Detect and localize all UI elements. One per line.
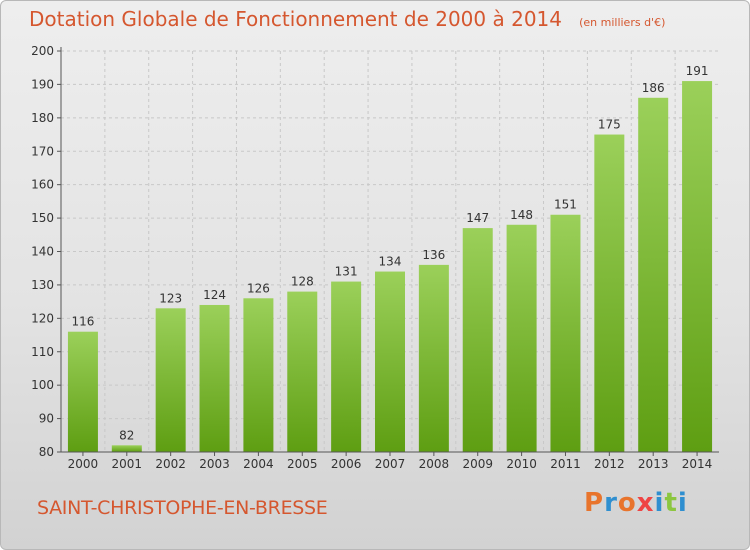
y-tick-label: 130: [31, 278, 54, 292]
x-tick-label-2000: 2000: [68, 457, 99, 471]
x-tick-label-2014: 2014: [682, 457, 713, 471]
bar-2003: [199, 304, 230, 452]
data-label-2013: 186: [642, 81, 665, 95]
axes: 80 90 100 110 120 130 140 150 160 170 180 190 200 200…: [31, 44, 719, 471]
y-tick-label: 170: [31, 144, 54, 158]
data-label-2000: 116: [71, 315, 94, 329]
x-tick-label-2007: 2007: [375, 457, 406, 471]
data-label-2005: 128: [291, 275, 314, 289]
x-tick-label-2009: 2009: [462, 457, 493, 471]
bar-2004: [243, 298, 274, 452]
proxiti-logo[interactable]: Proxiti: [584, 488, 688, 518]
bar-2005: [287, 291, 318, 452]
y-tick-label: 100: [31, 378, 54, 392]
y-tick-label: 120: [31, 311, 54, 325]
bar-2010: [506, 224, 537, 452]
x-tick-label-2005: 2005: [287, 457, 318, 471]
bar-2002: [155, 308, 186, 452]
bar-2011: [550, 214, 581, 452]
data-label-2003: 124: [203, 288, 226, 302]
data-label-2010: 148: [510, 208, 533, 222]
bar-2014: [682, 81, 713, 452]
y-tick-label: 90: [39, 412, 54, 426]
x-tick-label-2006: 2006: [331, 457, 362, 471]
data-label-2011: 151: [554, 198, 577, 212]
data-label-2006: 131: [335, 265, 358, 279]
y-tick-label: 160: [31, 178, 54, 192]
chart-title-block: Dotation Globale de Fonctionnement de 20…: [29, 7, 665, 31]
chart-title: Dotation Globale de Fonctionnement de 20…: [29, 7, 562, 31]
logo-letter: o: [617, 488, 637, 518]
logo-letter: i: [654, 488, 665, 518]
data-label-2008: 136: [422, 248, 445, 262]
bar-2013: [638, 97, 669, 453]
bar-2012: [594, 134, 625, 452]
data-label-2007: 134: [379, 255, 402, 269]
x-tick-label-2008: 2008: [419, 457, 450, 471]
logo-letter: i: [677, 488, 688, 518]
y-tick-label: 80: [39, 445, 54, 459]
data-label-2012: 175: [598, 118, 621, 132]
x-tick-label-2004: 2004: [243, 457, 274, 471]
bar-2000: [67, 331, 98, 452]
y-tick-label: 150: [31, 211, 54, 225]
data-label-2001: 82: [119, 428, 134, 442]
data-label-2014: 191: [686, 64, 709, 78]
x-tick-label-2013: 2013: [638, 457, 669, 471]
x-tick-label-2003: 2003: [199, 457, 230, 471]
bar-2006: [331, 281, 362, 452]
x-tick-label-2011: 2011: [550, 457, 581, 471]
y-tick-label: 180: [31, 111, 54, 125]
y-tick-label: 110: [31, 345, 54, 359]
bar-2009: [462, 228, 493, 452]
data-label-2002: 123: [159, 291, 182, 305]
commune-name: SAINT-CHRISTOPHE-EN-BRESSE: [37, 497, 328, 519]
x-tick-label-2010: 2010: [506, 457, 537, 471]
data-label-2004: 126: [247, 281, 270, 295]
y-tick-label: 200: [31, 44, 54, 58]
chart-unit: (en milliers d'€): [579, 16, 666, 29]
logo-letter: P: [584, 488, 605, 518]
x-tick-label-2002: 2002: [155, 457, 186, 471]
bar-2007: [375, 271, 405, 452]
bar-2001: [111, 445, 142, 452]
x-tick-label-2012: 2012: [594, 457, 625, 471]
x-tick-label-2001: 2001: [112, 457, 143, 471]
logo-letter: r: [604, 488, 618, 518]
logo-letter: t: [664, 488, 678, 518]
bar-2008: [418, 264, 449, 452]
data-label-2009: 147: [466, 211, 489, 225]
bars: 116 82 123 124 126 128 131 134 136 147 148 151 175 18…: [67, 64, 713, 453]
y-tick-label: 190: [31, 77, 54, 91]
y-tick-label: 140: [31, 245, 54, 259]
logo-letter: x: [636, 488, 655, 518]
